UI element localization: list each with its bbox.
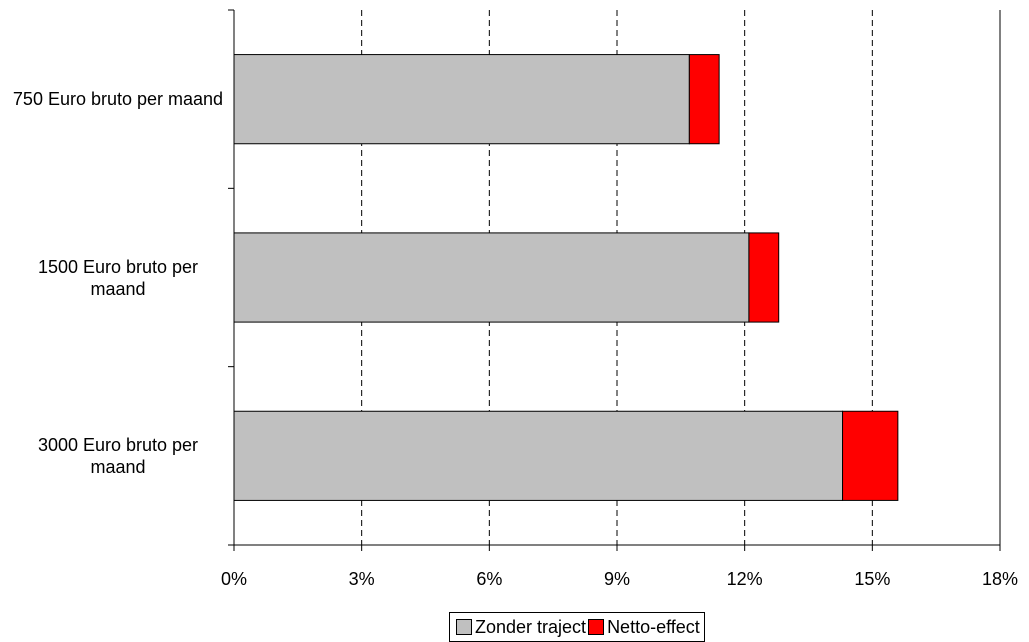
x-tick-label: 12% (727, 569, 763, 589)
x-tick-label: 0% (221, 569, 247, 589)
legend: Zonder traject Netto-effect (449, 612, 705, 642)
y-tick-label: 1500 Euro bruto per maand (37, 256, 199, 299)
bar-segment (842, 410, 899, 501)
y-tick-label: 750 Euro bruto per maand (12, 89, 224, 110)
bar-segment (233, 54, 690, 145)
bar-segment (233, 232, 750, 323)
y-tick-label: 3000 Euro bruto per maand (37, 434, 199, 477)
x-tick-label: 6% (476, 569, 502, 589)
bar-segment (233, 410, 844, 501)
legend-label: Zonder traject (475, 616, 587, 637)
x-tick-label: 15% (854, 569, 890, 589)
bar-segment (688, 54, 720, 145)
x-tick-label: 3% (349, 569, 375, 589)
legend-swatch (588, 619, 605, 635)
bar-segment (748, 232, 780, 323)
x-tick-label: 18% (982, 569, 1018, 589)
legend-label: Netto-effect (607, 616, 700, 637)
x-tick-label: 9% (604, 569, 630, 589)
legend-swatch (456, 619, 472, 635)
